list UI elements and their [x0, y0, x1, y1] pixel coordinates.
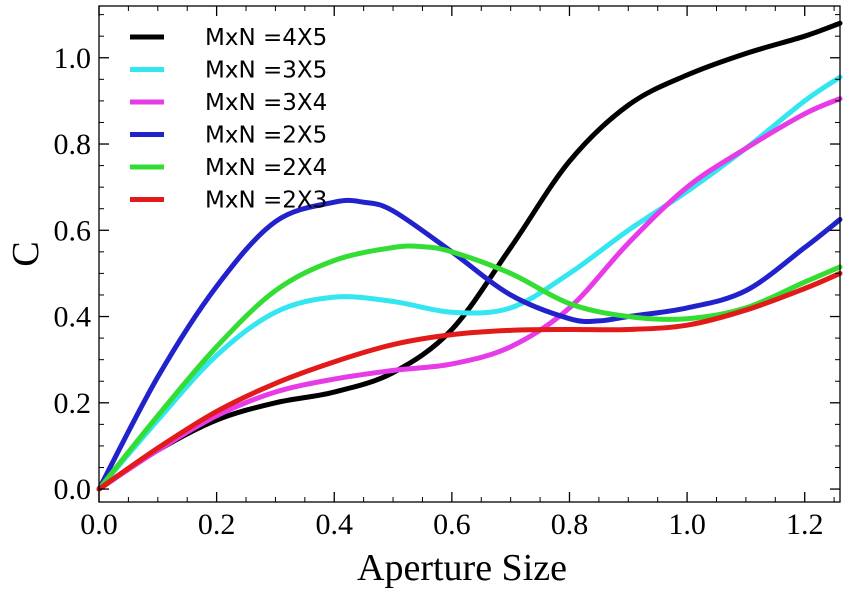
legend-label: MxN =2X3	[205, 188, 327, 214]
series-layer	[96, 20, 843, 492]
x-tick-label: 0.2	[198, 508, 236, 541]
legend-label: MxN =2X5	[205, 123, 327, 149]
tick-layer: 0.0 0.2 0.4 0.6 0.8 1.0 1.2 0.0 0.2 0.4 0.6 0.8 1.0	[54, 6, 840, 541]
legend-label: MxN =3X4	[205, 90, 327, 116]
x-tick-label: 1.0	[668, 508, 706, 541]
y-tick-label: 1.0	[54, 42, 92, 75]
x-tick-label: 1.2	[786, 508, 824, 541]
y-tick-label: 0.2	[54, 387, 92, 420]
y-tick-label: 0.6	[54, 214, 92, 247]
y-tick-label: 0.0	[54, 473, 92, 506]
x-axis-title: Aperture Size	[357, 547, 567, 589]
legend-label: MxN =2X4	[205, 155, 327, 181]
x-tick-label: 0.8	[551, 508, 589, 541]
plot-frame	[98, 5, 841, 503]
y-axis-title: C	[5, 241, 47, 266]
x-tick-label: 0.6	[433, 508, 471, 541]
x-tick-label: 0.4	[315, 508, 353, 541]
legend: MxN =4X5 MxN =3X5 MxN =3X4 MxN =2X5 MxN =2X4…	[130, 25, 327, 214]
x-tick-label: 0.0	[80, 508, 118, 541]
series-line-5	[96, 243, 843, 492]
y-tick-label: 0.8	[54, 128, 92, 161]
series-line-6	[96, 270, 843, 492]
legend-label: MxN =3X5	[205, 58, 327, 84]
series-line-3	[96, 96, 843, 492]
y-tick-label: 0.4	[54, 301, 92, 334]
legend-label: MxN =4X5	[205, 25, 327, 51]
